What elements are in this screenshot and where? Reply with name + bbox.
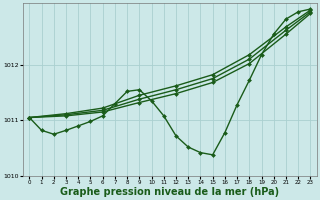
X-axis label: Graphe pression niveau de la mer (hPa): Graphe pression niveau de la mer (hPa) bbox=[60, 187, 279, 197]
